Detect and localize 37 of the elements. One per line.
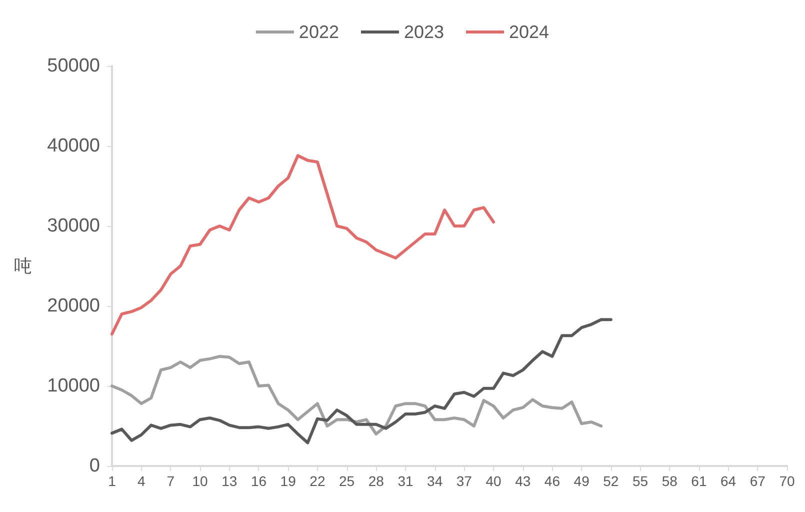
line-series bbox=[110, 354, 603, 436]
x-tick-label: 37 bbox=[456, 473, 472, 489]
y-tick-label: 10000 bbox=[47, 376, 100, 396]
x-tick-label: 49 bbox=[574, 473, 590, 489]
x-tick-label: 52 bbox=[603, 473, 619, 489]
x-tick-label: 4 bbox=[137, 473, 146, 489]
x-tick-label: 1 bbox=[108, 473, 116, 489]
legend-label: 2022 bbox=[298, 22, 339, 42]
y-axis-title: 吨 bbox=[14, 256, 32, 276]
x-tick-label: 46 bbox=[544, 473, 560, 489]
y-tick-label: 50000 bbox=[47, 56, 100, 76]
y-tick-label: 20000 bbox=[47, 296, 100, 316]
x-tick-label: 58 bbox=[662, 473, 678, 489]
x-tick-label: 55 bbox=[632, 473, 648, 489]
x-tick-label: 40 bbox=[486, 473, 502, 489]
x-tick-label: 61 bbox=[691, 473, 707, 489]
x-tick-label: 28 bbox=[368, 473, 384, 489]
x-tick-label: 31 bbox=[398, 473, 414, 489]
x-tick-label: 67 bbox=[750, 473, 766, 489]
x-tick-label: 10 bbox=[192, 473, 208, 489]
legend-label: 2024 bbox=[509, 22, 550, 42]
x-tick-label: 22 bbox=[310, 473, 326, 489]
x-tick-label: 25 bbox=[338, 473, 355, 489]
legend-label: 2023 bbox=[404, 22, 444, 42]
x-tick-label: 7 bbox=[166, 473, 175, 489]
x-tick-label: 16 bbox=[250, 473, 267, 489]
y-tick-label: 40000 bbox=[47, 136, 100, 156]
x-tick-label: 64 bbox=[720, 473, 736, 489]
y-tick-label: 30000 bbox=[47, 216, 100, 236]
y-tick-label: 0 bbox=[89, 456, 100, 476]
x-tick-label: 19 bbox=[280, 473, 296, 489]
x-tick-label: 13 bbox=[222, 473, 238, 489]
x-tick-label: 43 bbox=[515, 473, 531, 489]
x-tick-label: 70 bbox=[779, 473, 795, 489]
x-tick-label: 34 bbox=[427, 473, 443, 489]
line-series bbox=[110, 154, 496, 336]
line-series bbox=[110, 318, 612, 444]
